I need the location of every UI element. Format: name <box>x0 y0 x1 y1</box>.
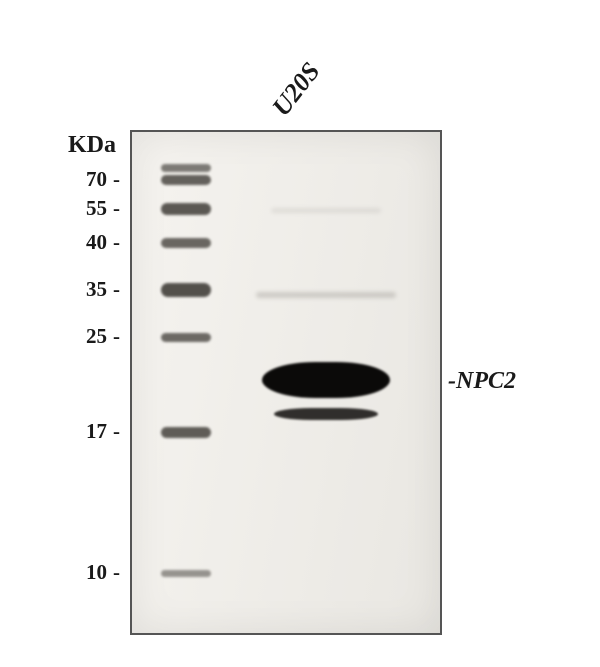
mw-tick-10: - <box>113 560 120 585</box>
npc2-sub-band <box>274 408 378 420</box>
mw-label-10: 10 <box>0 560 107 585</box>
mw-label-35: 35 <box>0 277 107 302</box>
mw-tick-55: - <box>113 196 120 221</box>
mw-tick-70: - <box>113 167 120 192</box>
western-blot-figure: KDa70-55-40-35-25-17-10--NPC2U20S <box>0 0 600 667</box>
mw-label-17: 17 <box>0 419 107 444</box>
ladder-band-70 <box>161 175 211 185</box>
mw-tick-17: - <box>113 419 120 444</box>
sample-faint-band-0 <box>256 292 396 298</box>
ladder-band-25 <box>161 333 211 342</box>
mw-label-70: 70 <box>0 167 107 192</box>
ladder-band-55 <box>161 203 211 215</box>
npc2-main-band <box>262 362 390 398</box>
mw-label-40: 40 <box>0 230 107 255</box>
ladder-band-40 <box>161 238 211 248</box>
sample-lane-label: U20S <box>266 57 326 122</box>
mw-tick-25: - <box>113 324 120 349</box>
ladder-band-10 <box>161 570 211 577</box>
ladder-band-70-upper <box>161 164 211 172</box>
ladder-band-35 <box>161 283 211 297</box>
mw-tick-35: - <box>113 277 120 302</box>
mw-label-55: 55 <box>0 196 107 221</box>
kda-unit-label: KDa <box>68 132 116 159</box>
ladder-band-17 <box>161 427 211 438</box>
protein-annotation: -NPC2 <box>448 368 516 395</box>
mw-label-25: 25 <box>0 324 107 349</box>
mw-tick-40: - <box>113 230 120 255</box>
sample-faint-band-1 <box>271 208 381 213</box>
